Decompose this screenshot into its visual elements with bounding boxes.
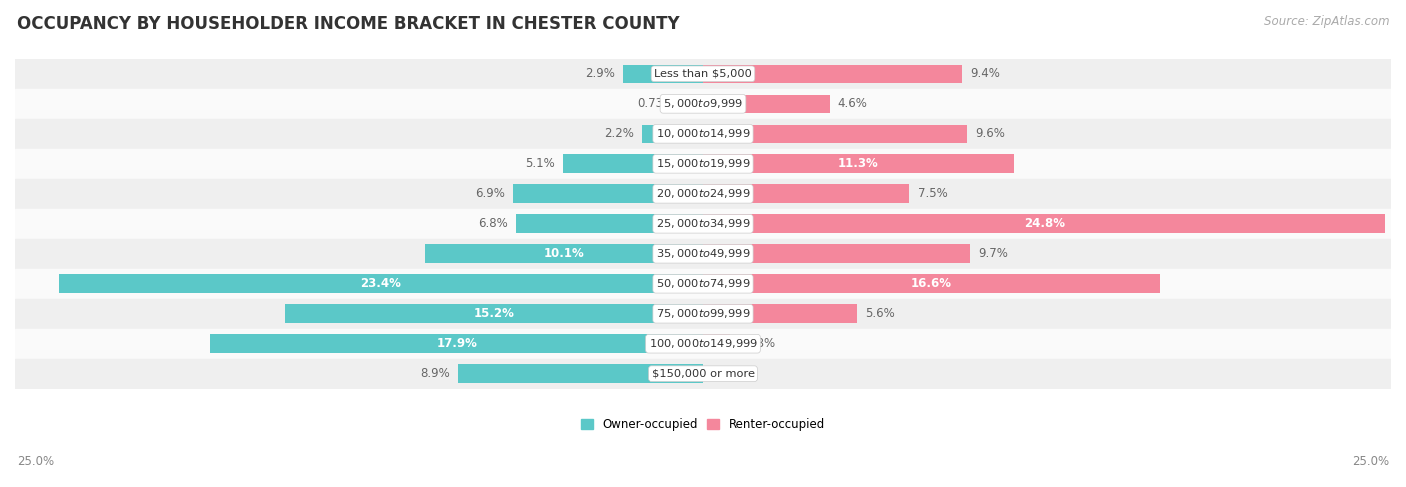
Text: $50,000 to $74,999: $50,000 to $74,999 [655,277,751,290]
Text: 11.3%: 11.3% [838,157,879,170]
Text: 17.9%: 17.9% [436,337,477,350]
Text: $150,000 or more: $150,000 or more [651,369,755,379]
Text: $5,000 to $9,999: $5,000 to $9,999 [664,97,742,111]
Bar [516,214,703,233]
Bar [15,299,1391,329]
Text: 9.4%: 9.4% [970,67,1000,80]
Text: 2.9%: 2.9% [585,67,614,80]
Text: 25.0%: 25.0% [17,454,53,468]
Bar [211,335,703,353]
Text: 10.1%: 10.1% [544,247,585,260]
Bar [562,154,703,173]
Text: 0.98%: 0.98% [738,337,775,350]
Text: $10,000 to $14,999: $10,000 to $14,999 [655,127,751,140]
Text: Source: ZipAtlas.com: Source: ZipAtlas.com [1264,15,1389,28]
Bar [703,94,830,113]
Text: Less than $5,000: Less than $5,000 [654,69,752,79]
Bar [703,125,967,143]
Bar [703,185,910,203]
Text: $25,000 to $34,999: $25,000 to $34,999 [655,217,751,230]
Bar [15,359,1391,389]
Bar [15,239,1391,269]
Text: $100,000 to $149,999: $100,000 to $149,999 [648,337,758,350]
Bar [643,125,703,143]
Bar [15,329,1391,359]
Text: 5.6%: 5.6% [865,307,896,320]
Text: $35,000 to $49,999: $35,000 to $49,999 [655,247,751,260]
Legend: Owner-occupied, Renter-occupied: Owner-occupied, Renter-occupied [576,413,830,435]
Bar [458,364,703,383]
Bar [703,304,858,323]
Text: 25.0%: 25.0% [1353,454,1389,468]
Text: $15,000 to $19,999: $15,000 to $19,999 [655,157,751,170]
Bar [703,275,1160,293]
Bar [15,269,1391,299]
Text: 8.9%: 8.9% [420,367,450,380]
Bar [15,89,1391,119]
Bar [15,179,1391,209]
Bar [284,304,703,323]
Bar [703,335,730,353]
Text: OCCUPANCY BY HOUSEHOLDER INCOME BRACKET IN CHESTER COUNTY: OCCUPANCY BY HOUSEHOLDER INCOME BRACKET … [17,15,679,33]
Bar [703,214,1385,233]
Text: 6.9%: 6.9% [475,187,505,200]
Text: 7.5%: 7.5% [918,187,948,200]
Text: 0.73%: 0.73% [637,97,675,111]
Text: $20,000 to $24,999: $20,000 to $24,999 [655,187,751,200]
Text: 9.6%: 9.6% [976,127,1005,140]
Bar [15,119,1391,149]
Bar [703,64,962,83]
Bar [683,94,703,113]
Bar [15,59,1391,89]
Text: $75,000 to $99,999: $75,000 to $99,999 [655,307,751,320]
Text: 16.6%: 16.6% [911,277,952,290]
Text: 6.8%: 6.8% [478,217,508,230]
Bar [59,275,703,293]
Text: 24.8%: 24.8% [1024,217,1064,230]
Bar [703,154,1014,173]
Bar [425,244,703,263]
Bar [15,209,1391,239]
Text: 23.4%: 23.4% [360,277,402,290]
Bar [703,244,970,263]
Text: 0.0%: 0.0% [711,367,741,380]
Text: 2.2%: 2.2% [605,127,634,140]
Bar [15,149,1391,179]
Text: 4.6%: 4.6% [838,97,868,111]
Bar [513,185,703,203]
Bar [623,64,703,83]
Text: 15.2%: 15.2% [474,307,515,320]
Text: 5.1%: 5.1% [524,157,554,170]
Text: 9.7%: 9.7% [979,247,1008,260]
